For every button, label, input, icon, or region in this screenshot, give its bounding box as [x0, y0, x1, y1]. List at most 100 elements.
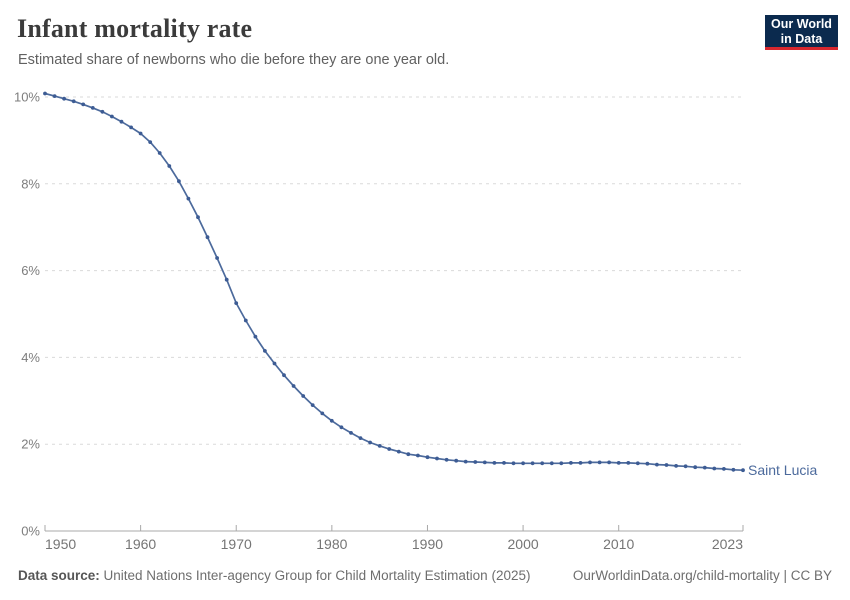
- y-tick-label: 10%: [14, 90, 40, 105]
- data-point: [492, 461, 497, 465]
- data-point: [215, 256, 220, 260]
- data-point: [387, 447, 392, 451]
- data-point: [435, 456, 439, 461]
- data-point: [683, 464, 688, 469]
- series-line: [44, 92, 744, 472]
- data-point: [607, 460, 611, 465]
- x-tick-label: 1980: [316, 536, 347, 552]
- y-tick-label: 4%: [21, 350, 40, 365]
- data-point: [52, 94, 57, 98]
- x-tick-label: 1960: [125, 536, 156, 552]
- data-point: [272, 361, 277, 366]
- data-point: [444, 457, 449, 462]
- data-point: [425, 455, 430, 460]
- data-point: [349, 431, 353, 435]
- data-source-text: United Nations Inter-agency Group for Ch…: [99, 568, 531, 583]
- owid-logo-line1: Our World: [771, 17, 832, 31]
- data-point: [616, 461, 621, 465]
- data-point: [396, 449, 401, 454]
- series-entity-label: Saint Lucia: [748, 462, 818, 478]
- data-point: [43, 91, 47, 96]
- data-point: [502, 461, 506, 465]
- x-tick-label: 1970: [221, 536, 252, 552]
- data-point: [81, 102, 86, 107]
- data-source-note: Data source: United Nations Inter-agency…: [18, 568, 530, 583]
- data-point: [626, 461, 631, 465]
- y-tick-label: 8%: [21, 176, 40, 191]
- data-source-label: Data source:: [18, 568, 100, 583]
- data-point: [234, 301, 239, 305]
- data-point: [110, 114, 114, 119]
- x-tick-label: 2010: [603, 536, 634, 552]
- data-point: [511, 461, 516, 466]
- data-point: [578, 461, 583, 465]
- data-point: [358, 436, 363, 440]
- data-point: [90, 106, 95, 110]
- data-point: [406, 452, 411, 457]
- data-point: [129, 125, 134, 130]
- data-point: [148, 140, 153, 145]
- data-point: [530, 461, 535, 466]
- x-tick-label: 2000: [508, 536, 539, 552]
- data-point: [253, 334, 258, 339]
- x-tick-label: 1950: [45, 536, 76, 552]
- data-point: [339, 425, 344, 430]
- data-point: [588, 460, 592, 465]
- data-point: [741, 468, 745, 473]
- owid-logo-line2: in Data: [780, 32, 823, 46]
- data-point: [224, 277, 229, 282]
- data-point: [291, 384, 296, 388]
- data-point: [186, 196, 191, 201]
- data-point: [329, 418, 334, 423]
- data-point: [482, 460, 487, 465]
- data-point: [693, 465, 698, 470]
- data-point: [243, 318, 248, 323]
- x-tick-label: 1990: [412, 536, 443, 552]
- data-point: [597, 460, 602, 465]
- data-point: [416, 453, 420, 458]
- data-point: [549, 461, 554, 466]
- data-point: [473, 460, 478, 464]
- owid-url-license-link[interactable]: OurWorldinData.org/child-mortality | CC …: [572, 568, 832, 583]
- data-point: [664, 463, 669, 467]
- data-point: [320, 411, 325, 416]
- data-point: [645, 461, 650, 466]
- data-point: [157, 151, 162, 155]
- data-point: [119, 119, 124, 124]
- data-point: [301, 394, 306, 398]
- data-point: [655, 462, 659, 467]
- data-point: [454, 458, 459, 463]
- page-title: Infant mortality rate: [17, 14, 253, 43]
- data-point: [377, 444, 382, 448]
- data-point: [310, 403, 315, 407]
- data-point: [569, 461, 573, 465]
- y-tick-label: 6%: [21, 263, 40, 278]
- data-point: [540, 461, 545, 466]
- data-point: [177, 179, 181, 184]
- chart-subtitle: Estimated share of newborns who die befo…: [18, 52, 450, 68]
- data-point: [712, 466, 717, 471]
- y-tick-label: 2%: [21, 437, 40, 452]
- data-point: [702, 465, 707, 470]
- data-point: [138, 131, 143, 136]
- data-point: [282, 373, 286, 378]
- data-point: [521, 461, 525, 466]
- data-point: [62, 96, 66, 101]
- data-point: [205, 235, 210, 240]
- data-point: [463, 459, 468, 464]
- data-point: [731, 467, 736, 472]
- y-tick-label: 0%: [21, 524, 40, 539]
- owid-logo[interactable]: Our World in Data: [765, 15, 838, 50]
- data-point: [368, 440, 372, 445]
- data-point: [559, 461, 564, 466]
- data-point: [722, 467, 726, 471]
- x-tick-label: 2023: [712, 536, 743, 552]
- data-point: [635, 461, 640, 466]
- data-point: [263, 349, 267, 353]
- data-point: [167, 164, 172, 168]
- data-point: [674, 464, 678, 468]
- data-point: [196, 215, 200, 220]
- data-point: [100, 109, 105, 114]
